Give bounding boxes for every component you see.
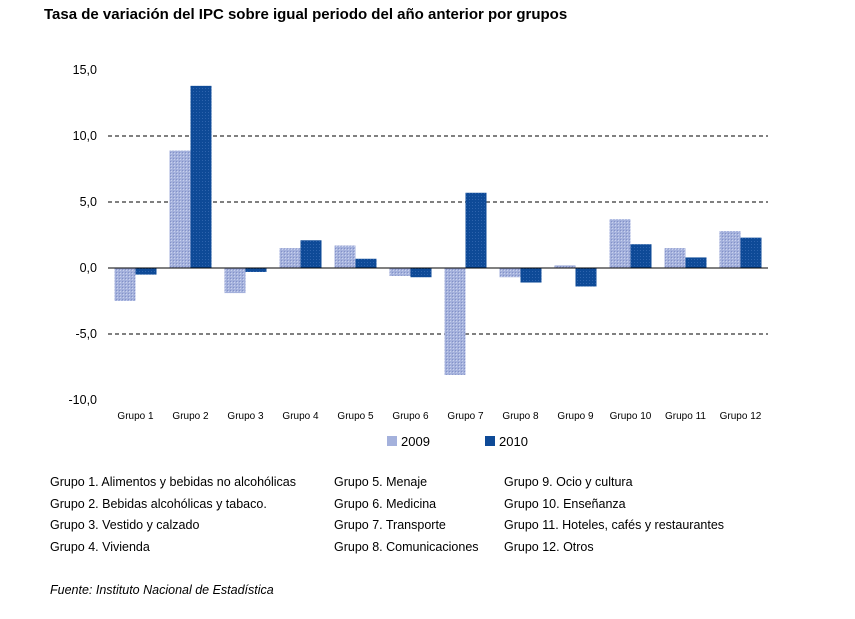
x-tick-label: Grupo 5 <box>337 411 374 422</box>
x-tick-label: Grupo 11 <box>665 411 706 422</box>
y-tick-label: 0,0 <box>80 261 97 275</box>
bar-2009-12 <box>719 231 741 268</box>
group-definition: Grupo 3. Vestido y calzado <box>50 518 200 532</box>
bar-2009-1 <box>114 268 136 301</box>
chart-title: Tasa de variación del IPC sobre igual pe… <box>44 6 568 23</box>
bar-2009-10 <box>609 219 631 268</box>
legend-swatch-2010 <box>485 436 495 446</box>
group-definition: Grupo 6. Medicina <box>334 496 437 511</box>
legend-label-2009: 2009 <box>401 434 430 449</box>
bar-2010-8 <box>520 268 542 283</box>
bar-2010-3 <box>245 268 267 272</box>
bar-2010-7 <box>465 192 487 268</box>
group-definition: Grupo 9. Ocio y cultura <box>504 475 633 489</box>
x-tick-label: Grupo 3 <box>227 411 264 422</box>
legend-label-2010: 2010 <box>499 434 528 449</box>
group-definitions-col-2: Grupo 5. Menaje Grupo 6. Medicina Grupo … <box>334 474 479 560</box>
x-tick-label: Grupo 10 <box>610 411 652 422</box>
group-definitions-col-1: Grupo 1. Alimentos y bebidas no alcohóli… <box>50 474 296 560</box>
bar-2009-5 <box>334 245 356 268</box>
ipc-bar-chart: 15,0 10,0 5,0 0,0 -5,0 -10,0 Grupo 1 Grupo 2 Gr… <box>69 63 768 449</box>
group-definition: Grupo 7. Transporte <box>334 518 446 532</box>
y-tick-label: 10,0 <box>73 129 97 143</box>
source-note: Fuente: Instituto Nacional de Estadístic… <box>50 583 274 597</box>
bar-2009-7 <box>444 268 466 375</box>
group-definition: Grupo 8. Comunicaciones <box>334 539 479 554</box>
x-tick-label: Grupo 4 <box>282 411 319 422</box>
bar-2009-9 <box>554 265 576 268</box>
y-tick-label: -5,0 <box>75 327 97 341</box>
group-definition: Grupo 10. Enseñanza <box>504 496 626 511</box>
group-definitions-col-3: Grupo 9. Ocio y cultura Grupo 10. Enseña… <box>504 474 724 560</box>
bar-2010-10 <box>630 244 652 268</box>
legend-swatch-2009 <box>387 436 397 446</box>
bar-2010-5 <box>355 258 377 268</box>
bar-2009-6 <box>389 268 411 276</box>
bar-2010-11 <box>685 257 707 268</box>
x-tick-label: Grupo 1 <box>117 411 154 422</box>
bar-2010-6 <box>410 268 432 278</box>
bar-2010-9 <box>575 268 597 287</box>
group-definition: Grupo 11. Hoteles, cafés y restaurantes <box>504 518 725 532</box>
bar-2009-2 <box>169 150 191 268</box>
bar-2009-4 <box>279 248 301 268</box>
x-tick-label: Grupo 7 <box>447 411 484 422</box>
x-tick-label: Grupo 12 <box>720 411 762 422</box>
x-tick-label: Grupo 6 <box>392 411 429 422</box>
bar-2010-12 <box>740 237 762 268</box>
y-tick-label: 5,0 <box>80 195 97 209</box>
bar-2009-11 <box>664 248 686 268</box>
x-tick-label: Grupo 2 <box>172 411 209 422</box>
group-definition: Grupo 5. Menaje <box>334 475 428 489</box>
x-tick-label: Grupo 8 <box>502 411 539 422</box>
y-tick-label: 15,0 <box>73 63 97 77</box>
group-definition: Grupo 4. Vivienda <box>50 539 150 554</box>
bar-2009-3 <box>224 268 246 294</box>
bar-2010-2 <box>190 85 212 268</box>
group-definition: Grupo 2. Bebidas alcohólicas y tabaco. <box>50 496 267 511</box>
bar-2010-1 <box>135 268 157 275</box>
y-tick-label: -10,0 <box>69 393 98 407</box>
group-definition: Grupo 12. Otros <box>504 539 594 554</box>
x-tick-label: Grupo 9 <box>557 411 594 422</box>
bar-2010-4 <box>300 240 322 268</box>
bar-2009-8 <box>499 268 521 278</box>
group-definition: Grupo 1. Alimentos y bebidas no alcohóli… <box>50 475 296 489</box>
